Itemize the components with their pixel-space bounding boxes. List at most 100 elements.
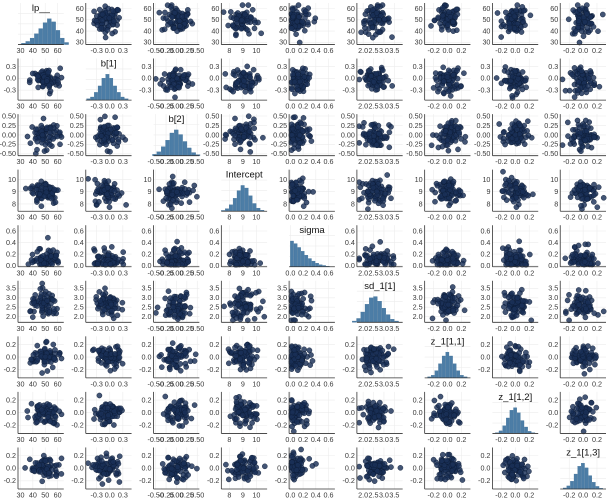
x-tick-label: -0.2 <box>427 379 439 388</box>
scatter-point <box>247 88 254 95</box>
scatter-point <box>27 185 34 192</box>
scatter-point <box>358 29 364 36</box>
x-tick-label: -0.25 <box>158 46 174 55</box>
scatter-point <box>600 11 606 18</box>
x-tick-label: 0.0 <box>578 157 588 166</box>
scatter-point <box>102 285 108 292</box>
scatter-point <box>111 188 118 194</box>
scatter-point <box>242 11 248 18</box>
x-tick-label: -0.2 <box>427 324 439 333</box>
scatter-point <box>369 243 376 250</box>
scatter-point <box>249 7 256 13</box>
y-tick-label: 8 <box>80 199 84 208</box>
scatter-point <box>251 119 257 126</box>
scatter-point <box>439 5 446 11</box>
y-tick-label: 8 <box>12 199 16 208</box>
x-tick-label: 10 <box>252 102 260 111</box>
scatter-point <box>98 133 105 139</box>
y-tick-label: 3.0 <box>413 293 423 302</box>
scatter-point <box>119 306 126 313</box>
x-tick-label: 3.5 <box>389 268 399 277</box>
panel-2-8: -0.50-0.250.000.250.50 -0.2 0.0 0.2 <box>542 111 606 166</box>
y-tick-label: 10 <box>8 175 16 184</box>
scatter-point <box>527 12 534 19</box>
scatter-point <box>289 181 296 188</box>
scatter-point <box>514 126 520 133</box>
scatter-point <box>380 84 387 90</box>
y-tick-label: 30 <box>347 38 355 47</box>
x-tick-label: 0.0 <box>510 379 520 388</box>
x-tick-label: 0.00 <box>169 102 183 111</box>
histogram-bar <box>240 185 245 212</box>
scatter-point <box>37 191 43 197</box>
x-tick-label: 0.0 <box>285 102 295 111</box>
scatter-point <box>579 28 585 35</box>
scatter-point <box>39 136 46 143</box>
x-tick-label: 0.6 <box>324 213 334 222</box>
scatter-point <box>388 195 394 202</box>
x-tick-label: 60 <box>54 157 62 166</box>
scatter-point <box>430 85 437 91</box>
scatter-point <box>288 366 295 372</box>
scatter-point <box>239 258 246 265</box>
x-tick-label: 2.0 <box>358 268 368 277</box>
scatter-point <box>57 65 64 72</box>
scatter-point <box>289 6 296 13</box>
y-tick-label: 40 <box>144 26 152 35</box>
scatter-point <box>294 18 301 25</box>
histogram-bar <box>369 297 374 323</box>
scatter-point <box>361 21 367 27</box>
x-tick-label: 0.6 <box>324 157 334 166</box>
scatter-point <box>175 84 182 90</box>
x-tick-label: 3.5 <box>389 379 399 388</box>
y-tick-label: -0.3 <box>275 86 287 95</box>
scatter-point <box>567 194 574 200</box>
y-tick-label: -0.50 <box>474 149 490 158</box>
scatter-point <box>499 188 506 194</box>
x-tick-label: 60 <box>54 213 62 222</box>
x-tick-label: 0.0 <box>578 102 588 111</box>
x-tick-label: 0.0 <box>285 157 295 166</box>
x-tick-label: 0.2 <box>524 213 534 222</box>
y-tick-label: 2.5 <box>6 303 16 312</box>
scatter-point <box>107 148 113 155</box>
scatter-point <box>29 251 36 258</box>
scatter-point <box>236 285 243 292</box>
y-tick-label: 0.50 <box>205 111 219 120</box>
y-tick-label: 50 <box>279 15 287 24</box>
scatter-point <box>236 252 243 258</box>
scatter-point <box>33 126 39 132</box>
scatter-point <box>366 365 373 371</box>
scatter-point <box>169 191 175 198</box>
scatter-point <box>157 81 164 87</box>
y-tick-label: -0.3 <box>342 86 354 95</box>
scatter-point <box>306 75 313 81</box>
scatter-point <box>446 182 452 189</box>
scatter-point <box>240 133 247 140</box>
histogram-bar <box>25 41 30 45</box>
scatter-point <box>247 149 254 155</box>
scatter-point <box>252 136 258 143</box>
scatter-point <box>170 180 177 186</box>
y-tick-label: 0.0 <box>6 261 16 270</box>
scatter-point <box>584 11 590 17</box>
scatter-point <box>227 258 234 265</box>
y-tick-label: 2.0 <box>142 312 152 321</box>
scatter-point <box>52 199 59 206</box>
scatter-point <box>45 69 52 76</box>
y-tick-label: 0.6 <box>142 226 152 235</box>
scatter-point <box>586 184 593 191</box>
scatter-point <box>299 18 306 25</box>
scatter-point <box>99 11 106 18</box>
scatter-point <box>565 119 571 126</box>
scatter-point <box>42 353 49 360</box>
scatter-point <box>103 363 110 369</box>
scatter-point <box>46 82 53 89</box>
scatter-point <box>167 19 174 26</box>
scatter-point <box>385 350 392 357</box>
y-tick-label: 10 <box>347 175 355 184</box>
y-tick-label: 2.0 <box>413 312 423 321</box>
scatter-point <box>576 39 583 46</box>
scatter-point <box>229 309 236 316</box>
